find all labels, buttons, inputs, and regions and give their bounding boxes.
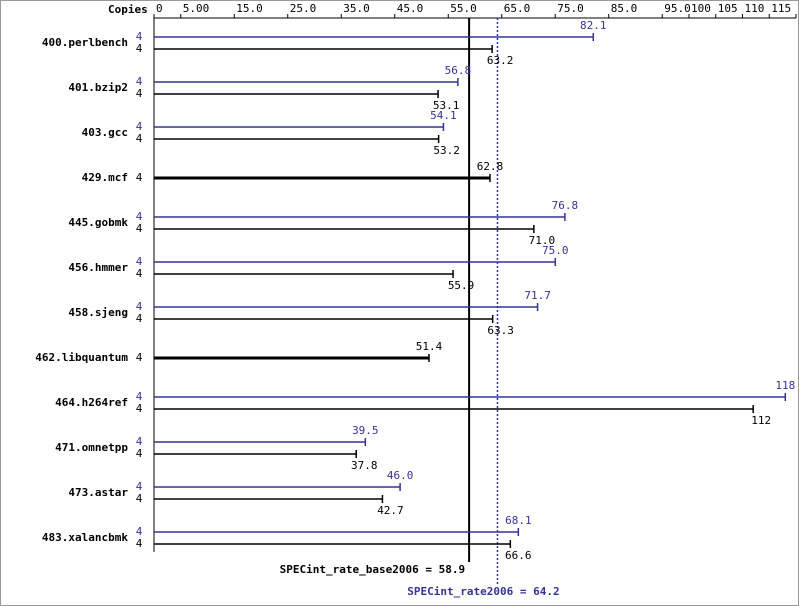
value-label: 112: [751, 414, 771, 427]
x-tick-label: 55.0: [450, 2, 477, 15]
x-tick-label: 115: [771, 2, 791, 15]
value-label: 37.8: [351, 459, 378, 472]
x-tick-label: 110: [745, 2, 765, 15]
copies-label: 4: [136, 255, 143, 268]
value-label: 56.8: [445, 64, 472, 77]
value-label: 82.1: [580, 19, 607, 32]
value-label: 53.2: [433, 144, 460, 157]
value-label: 54.1: [430, 109, 457, 122]
x-tick-label: 35.0: [343, 2, 370, 15]
category-label: 464.h264ref: [55, 396, 128, 409]
x-tick-label: 95.0: [664, 2, 691, 15]
value-label: 62.8: [477, 160, 504, 173]
copies-label: 4: [136, 492, 143, 505]
value-label: 68.1: [505, 514, 532, 527]
reference-label: SPECint_rate_base2006 = 58.9: [280, 563, 465, 576]
value-label: 118: [775, 379, 795, 392]
value-label: 53.1: [433, 99, 460, 112]
copies-label: 4: [136, 75, 143, 88]
value-label: 42.7: [377, 504, 404, 517]
copies-label: 4: [136, 390, 143, 403]
copies-label: 4: [136, 300, 143, 313]
copies-label: 4: [136, 87, 143, 100]
value-label: 55.9: [448, 279, 475, 292]
copies-label: 4: [136, 210, 143, 223]
copies-label: 4: [136, 171, 143, 184]
category-label: 401.bzip2: [68, 81, 128, 94]
copies-label: 4: [136, 222, 143, 235]
copies-header: Copies: [108, 3, 148, 16]
x-tick-label: 0: [156, 2, 163, 15]
copies-label: 4: [136, 30, 143, 43]
copies-label: 4: [136, 537, 143, 550]
category-label: 456.hmmer: [68, 261, 128, 274]
category-label: 473.astar: [68, 486, 128, 499]
x-tick-label: 75.0: [557, 2, 584, 15]
copies-label: 4: [136, 351, 143, 364]
copies-label: 4: [136, 132, 143, 145]
value-label: 51.4: [416, 340, 443, 353]
x-tick-label: 45.0: [397, 2, 424, 15]
x-tick-label: 85.0: [611, 2, 638, 15]
category-label: 429.mcf: [82, 171, 128, 184]
copies-label: 4: [136, 525, 143, 538]
copies-label: 4: [136, 435, 143, 448]
category-label: 462.libquantum: [35, 351, 128, 364]
copies-label: 4: [136, 480, 143, 493]
copies-label: 4: [136, 312, 143, 325]
category-label: 471.omnetpp: [55, 441, 128, 454]
value-label: 71.7: [524, 289, 551, 302]
category-label: 458.sjeng: [68, 306, 128, 319]
category-label: 445.gobmk: [68, 216, 128, 229]
x-tick-label: 5.00: [183, 2, 210, 15]
value-label: 39.5: [352, 424, 379, 437]
value-label: 75.0: [542, 244, 569, 257]
reference-label: SPECint_rate2006 = 64.2: [407, 585, 559, 598]
value-label: 63.2: [487, 54, 514, 67]
value-label: 46.0: [387, 469, 414, 482]
category-label: 403.gcc: [82, 126, 128, 139]
x-tick-label: 25.0: [290, 2, 317, 15]
category-label: 483.xalancbmk: [42, 531, 128, 544]
value-label: 63.3: [487, 324, 514, 337]
value-label: 76.8: [552, 199, 579, 212]
copies-label: 4: [136, 120, 143, 133]
x-tick-label: 15.0: [236, 2, 263, 15]
x-tick-label: 105: [718, 2, 738, 15]
value-label: 71.0: [529, 234, 556, 247]
copies-label: 4: [136, 267, 143, 280]
value-label: 66.6: [505, 549, 532, 562]
category-label: 400.perlbench: [42, 36, 128, 49]
x-tick-label: 65.0: [504, 2, 531, 15]
copies-label: 4: [136, 42, 143, 55]
x-tick-label: 100: [691, 2, 711, 15]
copies-label: 4: [136, 447, 143, 460]
copies-label: 4: [136, 402, 143, 415]
